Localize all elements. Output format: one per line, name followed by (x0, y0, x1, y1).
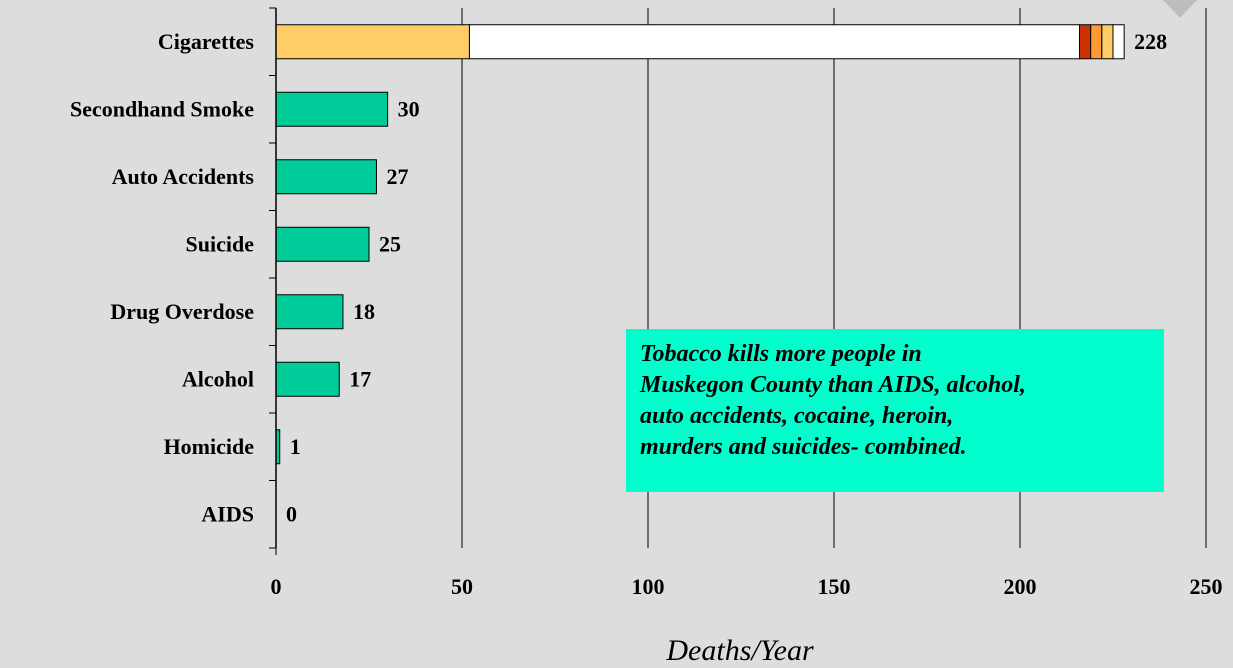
category-label: Homicide (164, 434, 255, 459)
x-tick-label: 50 (451, 574, 473, 599)
value-label: 25 (379, 231, 401, 256)
annotation-line: Muskegon County than AIDS, alcohol, (640, 372, 1026, 398)
category-label: Cigarettes (158, 29, 255, 54)
x-tick-label: 200 (1004, 574, 1037, 599)
x-axis-title: Deaths/Year (665, 634, 814, 667)
value-label: 18 (353, 299, 375, 324)
x-tick-label: 0 (271, 574, 282, 599)
value-label: 0 (286, 501, 297, 526)
category-label: Auto Accidents (112, 164, 255, 189)
value-label: 228 (1134, 29, 1167, 54)
bar-segment (1079, 24, 1092, 60)
category-label: Suicide (186, 231, 255, 256)
bars (275, 24, 1125, 465)
value-label: 30 (398, 96, 420, 121)
value-label: 1 (290, 434, 301, 459)
bar (275, 226, 370, 262)
bar (275, 91, 389, 127)
category-label: AIDS (201, 501, 254, 526)
value-label: 17 (349, 366, 371, 391)
bar (275, 361, 340, 397)
annotation-box: Tobacco kills more people in Muskegon Co… (626, 329, 1164, 492)
x-tick-label: 100 (632, 574, 665, 599)
category-label: Alcohol (182, 366, 254, 391)
x-tick-label: 150 (818, 574, 851, 599)
corner-decoration (1163, 0, 1197, 18)
bar (275, 159, 377, 195)
x-tick-label: 250 (1190, 574, 1223, 599)
bar-segment (275, 24, 470, 60)
category-label: Drug Overdose (110, 299, 254, 324)
value-label: 27 (386, 164, 408, 189)
category-label: Secondhand Smoke (70, 96, 254, 121)
annotation-line: murders and suicides- combined. (640, 434, 967, 460)
bar (275, 294, 344, 330)
bar-segment (468, 24, 1081, 60)
bar-segment (1090, 24, 1103, 60)
annotation-line: auto accidents, cocaine, heroin, (640, 403, 954, 429)
axes (269, 7, 277, 555)
bar-segment (1112, 24, 1125, 60)
bar-segment (1101, 24, 1114, 60)
annotation-line: Tobacco kills more people in (640, 341, 922, 367)
